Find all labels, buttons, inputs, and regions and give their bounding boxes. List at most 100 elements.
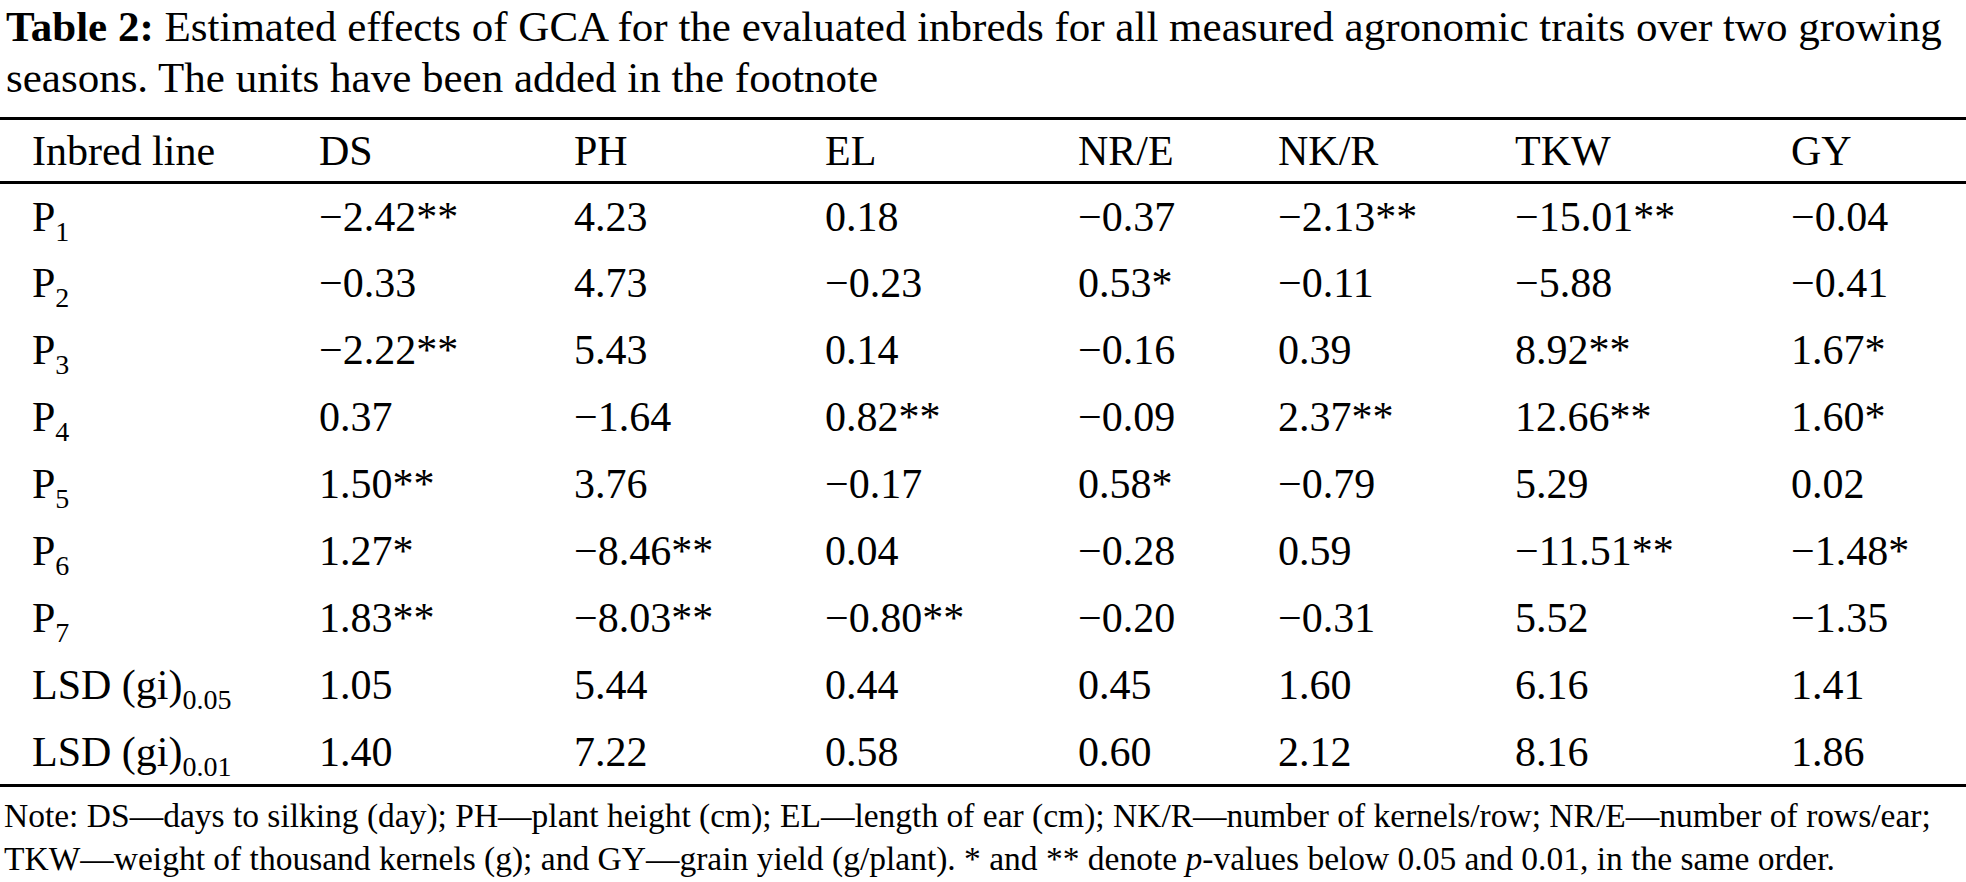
row-label-base: P bbox=[32, 194, 55, 240]
table-cell: 5.29 bbox=[1515, 451, 1791, 518]
row-label-subscript: 2 bbox=[55, 282, 69, 313]
table-cell: −0.11 bbox=[1278, 250, 1515, 317]
row-label-subscript: 5 bbox=[55, 483, 69, 514]
row-label-base: LSD (gi) bbox=[32, 729, 183, 775]
table-cell: 0.82** bbox=[825, 384, 1078, 451]
table-caption: Table 2: Estimated effects of GCA for th… bbox=[6, 2, 1956, 103]
table-cell: −1.48* bbox=[1791, 518, 1966, 585]
table-cell: −0.37 bbox=[1078, 183, 1278, 250]
table-cell: 6.16 bbox=[1515, 652, 1791, 719]
table-cell: −0.31 bbox=[1278, 585, 1515, 652]
table-cell: −0.79 bbox=[1278, 451, 1515, 518]
table-cell: −8.03** bbox=[574, 585, 825, 652]
table-cell: 1.83** bbox=[319, 585, 574, 652]
column-header-nre: NR/E bbox=[1078, 119, 1278, 183]
table-header: Inbred line DS PH EL NR/E NK/R TKW GY bbox=[0, 119, 1966, 183]
table-cell: 1.41 bbox=[1791, 652, 1966, 719]
table-cell: −0.23 bbox=[825, 250, 1078, 317]
table-cell: 7.22 bbox=[574, 719, 825, 786]
paper-table-page: Table 2: Estimated effects of GCA for th… bbox=[0, 0, 1966, 882]
table-cell: 0.39 bbox=[1278, 317, 1515, 384]
table-caption-label: Table 2: bbox=[6, 3, 154, 50]
column-header-tkw: TKW bbox=[1515, 119, 1791, 183]
table-row: P61.27*−8.46**0.04−0.280.59−11.51**−1.48… bbox=[0, 518, 1966, 585]
table-body: P1−2.42**4.230.18−0.37−2.13**−15.01**−0.… bbox=[0, 183, 1966, 786]
table-cell: 3.76 bbox=[574, 451, 825, 518]
footnote-italic-p: p bbox=[1186, 840, 1203, 877]
column-header-nkr: NK/R bbox=[1278, 119, 1515, 183]
table-cell: −0.16 bbox=[1078, 317, 1278, 384]
table-cell: 5.52 bbox=[1515, 585, 1791, 652]
row-label: LSD (gi)0.05 bbox=[0, 652, 319, 719]
table-cell: 5.43 bbox=[574, 317, 825, 384]
table-cell: −11.51** bbox=[1515, 518, 1791, 585]
table-row: P71.83**−8.03**−0.80**−0.20−0.315.52−1.3… bbox=[0, 585, 1966, 652]
table-cell: 0.18 bbox=[825, 183, 1078, 250]
table-cell: −2.13** bbox=[1278, 183, 1515, 250]
row-label-base: LSD (gi) bbox=[32, 662, 183, 708]
table-cell: −1.64 bbox=[574, 384, 825, 451]
table-row: P40.37−1.640.82**−0.092.37**12.66**1.60* bbox=[0, 384, 1966, 451]
table-cell: −1.35 bbox=[1791, 585, 1966, 652]
row-label-base: P bbox=[32, 260, 55, 306]
table-cell: 1.86 bbox=[1791, 719, 1966, 786]
gca-effects-table: Inbred line DS PH EL NR/E NK/R TKW GY P1… bbox=[0, 117, 1966, 787]
table-cell: 4.73 bbox=[574, 250, 825, 317]
table-cell: 1.60* bbox=[1791, 384, 1966, 451]
table-cell: −0.17 bbox=[825, 451, 1078, 518]
table-cell: 0.60 bbox=[1078, 719, 1278, 786]
column-header-ds: DS bbox=[319, 119, 574, 183]
row-label-subscript: 6 bbox=[55, 550, 69, 581]
row-label-base: P bbox=[32, 528, 55, 574]
table-cell: −0.20 bbox=[1078, 585, 1278, 652]
table-cell: 0.37 bbox=[319, 384, 574, 451]
column-header-el: EL bbox=[825, 119, 1078, 183]
row-label-subscript: 7 bbox=[55, 617, 69, 648]
table-cell: −0.09 bbox=[1078, 384, 1278, 451]
table-caption-text: Estimated effects of GCA for the evaluat… bbox=[6, 3, 1942, 101]
row-label-base: P bbox=[32, 327, 55, 373]
column-header-inbred-line: Inbred line bbox=[0, 119, 319, 183]
table-cell: 0.04 bbox=[825, 518, 1078, 585]
table-header-row: Inbred line DS PH EL NR/E NK/R TKW GY bbox=[0, 119, 1966, 183]
table-row: P1−2.42**4.230.18−0.37−2.13**−15.01**−0.… bbox=[0, 183, 1966, 250]
table-cell: −2.42** bbox=[319, 183, 574, 250]
table-cell: 2.12 bbox=[1278, 719, 1515, 786]
table-cell: 2.37** bbox=[1278, 384, 1515, 451]
table-cell: −0.28 bbox=[1078, 518, 1278, 585]
table-cell: 0.45 bbox=[1078, 652, 1278, 719]
row-label: P4 bbox=[0, 384, 319, 451]
table-cell: 0.58 bbox=[825, 719, 1078, 786]
table-cell: 4.23 bbox=[574, 183, 825, 250]
row-label: LSD (gi)0.01 bbox=[0, 719, 319, 786]
table-row: LSD (gi)0.051.055.440.440.451.606.161.41 bbox=[0, 652, 1966, 719]
row-label: P2 bbox=[0, 250, 319, 317]
table-footnote: Note: DS—days to silking (day); PH—plant… bbox=[4, 795, 1962, 879]
table-cell: 0.02 bbox=[1791, 451, 1966, 518]
table-cell: 12.66** bbox=[1515, 384, 1791, 451]
table-cell: 1.50** bbox=[319, 451, 574, 518]
table-cell: 8.92** bbox=[1515, 317, 1791, 384]
row-label: P6 bbox=[0, 518, 319, 585]
row-label: P7 bbox=[0, 585, 319, 652]
row-label: P1 bbox=[0, 183, 319, 250]
table-cell: 5.44 bbox=[574, 652, 825, 719]
row-label-base: P bbox=[32, 595, 55, 641]
table-cell: −0.41 bbox=[1791, 250, 1966, 317]
row-label-base: P bbox=[32, 394, 55, 440]
table-cell: −15.01** bbox=[1515, 183, 1791, 250]
table-cell: 0.44 bbox=[825, 652, 1078, 719]
table-cell: 8.16 bbox=[1515, 719, 1791, 786]
table-cell: −0.04 bbox=[1791, 183, 1966, 250]
row-label-subscript: 4 bbox=[55, 416, 69, 447]
row-label-base: P bbox=[32, 461, 55, 507]
table-cell: 1.27* bbox=[319, 518, 574, 585]
table-cell: 0.53* bbox=[1078, 250, 1278, 317]
table-row: P51.50**3.76−0.170.58*−0.795.290.02 bbox=[0, 451, 1966, 518]
table-cell: 1.05 bbox=[319, 652, 574, 719]
table-cell: 0.14 bbox=[825, 317, 1078, 384]
table-cell: 0.59 bbox=[1278, 518, 1515, 585]
table-row: LSD (gi)0.011.407.220.580.602.128.161.86 bbox=[0, 719, 1966, 786]
row-label-subscript: 0.01 bbox=[183, 751, 232, 782]
row-label: P3 bbox=[0, 317, 319, 384]
